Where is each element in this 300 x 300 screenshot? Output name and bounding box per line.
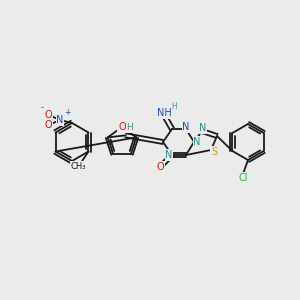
Text: N: N bbox=[182, 122, 190, 132]
Text: -: - bbox=[41, 103, 44, 112]
Text: O: O bbox=[156, 162, 164, 172]
Text: N: N bbox=[199, 123, 207, 133]
Text: NH: NH bbox=[157, 108, 171, 118]
Text: N: N bbox=[193, 137, 201, 147]
Text: O: O bbox=[118, 122, 126, 132]
Text: H: H bbox=[126, 123, 133, 132]
Text: O: O bbox=[44, 120, 52, 130]
Text: N: N bbox=[56, 115, 64, 125]
Text: +: + bbox=[64, 108, 70, 117]
Text: S: S bbox=[211, 147, 217, 157]
Text: O: O bbox=[44, 110, 52, 120]
Text: N: N bbox=[165, 150, 173, 160]
Text: Cl: Cl bbox=[238, 173, 248, 183]
Text: CH₃: CH₃ bbox=[71, 162, 86, 171]
Text: H: H bbox=[171, 102, 177, 111]
